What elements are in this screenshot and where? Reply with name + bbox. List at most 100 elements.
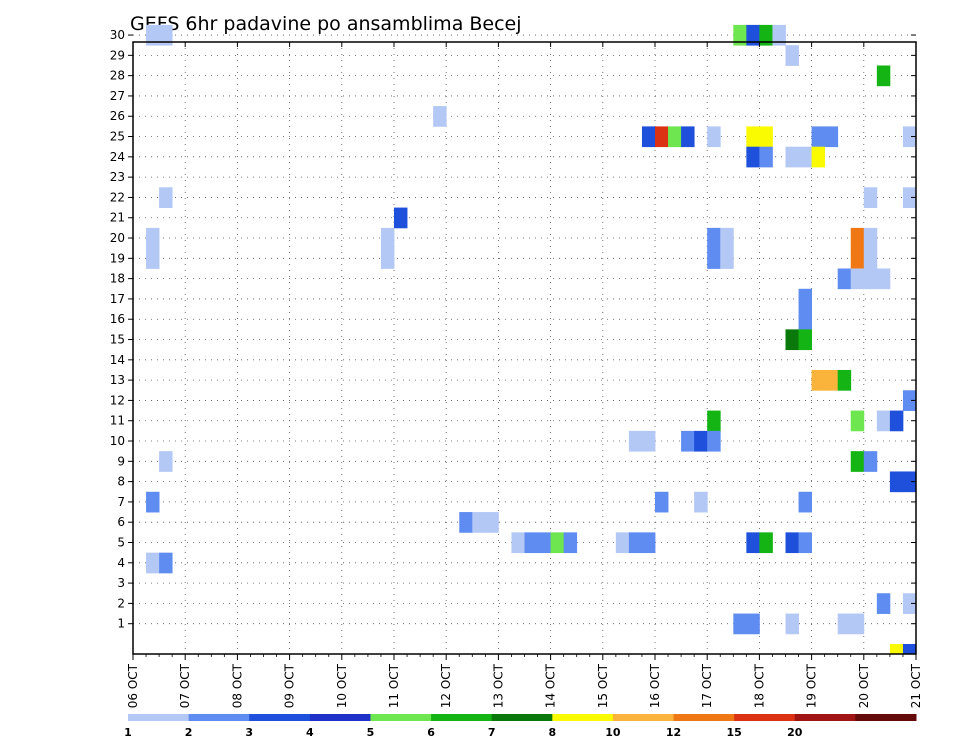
heatmap-cell [485, 512, 499, 533]
heatmap-cell [876, 593, 891, 614]
colorbar: 1 2 3 4 5 6 7 8 10 12 15 20 [124, 714, 917, 739]
heatmap-cell [655, 491, 669, 513]
heatmap-cell [524, 532, 538, 554]
heatmap-cell [785, 45, 799, 66]
y-tick-label: 30 [110, 28, 125, 42]
heatmap-cell [759, 126, 773, 148]
heatmap-cell [707, 248, 721, 269]
heatmap-cell [472, 512, 486, 533]
y-tick-label: 22 [110, 190, 125, 204]
y-tick-label: 9 [117, 454, 125, 468]
x-tick-label: 06 OCT [126, 663, 140, 708]
heatmap-cell [785, 146, 799, 168]
heatmap-cell [785, 613, 799, 635]
heatmap-cell [146, 491, 160, 513]
heatmap-cell [824, 369, 839, 391]
heatmap-cell [720, 227, 734, 249]
heatmap-cell [798, 532, 812, 554]
y-tick-label: 3 [117, 576, 125, 590]
heatmap-cell [707, 227, 721, 249]
heatmap-cell [159, 552, 173, 574]
y-tick-label: 29 [110, 48, 125, 62]
x-tick-label: 16 OCT [648, 663, 662, 708]
x-tick-label: 18 OCT [752, 663, 766, 708]
y-tick-label: 18 [110, 272, 125, 286]
colorbar-swatch [855, 714, 917, 721]
x-tick-label: 21 OCT [909, 663, 923, 708]
heatmap-cell [394, 207, 408, 229]
heatmap-cell [655, 126, 669, 148]
colorbar-label: 1 [124, 726, 132, 739]
heatmap-cell [511, 532, 525, 554]
heatmap-cell [641, 532, 656, 554]
x-tick-label: 12 OCT [439, 663, 453, 708]
x-tick-label: 08 OCT [230, 663, 244, 708]
heatmap-cell [902, 126, 917, 148]
y-tick-label: 14 [110, 353, 125, 367]
cells-layer [146, 24, 917, 655]
heatmap-cell [668, 126, 682, 148]
heatmap-cell [720, 248, 734, 269]
heatmap-cell [615, 532, 630, 554]
y-tick-label: 16 [110, 312, 125, 326]
heatmap-cell [707, 430, 721, 452]
heatmap-cell [746, 24, 760, 46]
heatmap-cell [563, 532, 578, 554]
heatmap-cell [146, 248, 160, 269]
y-tick-label: 10 [110, 434, 125, 448]
heatmap-cell [641, 126, 656, 148]
heatmap-cell [811, 146, 826, 168]
heatmap-cell [746, 146, 760, 168]
colorbar-label: 7 [488, 726, 496, 739]
heatmap-cell [759, 146, 773, 168]
heatmap-cell [681, 126, 695, 148]
heatmap-cell [628, 430, 643, 452]
heatmap-cell [746, 126, 760, 148]
colorbar-label: 10 [605, 726, 621, 739]
x-tick-label: 17 OCT [700, 663, 714, 708]
colorbar-swatch [734, 714, 796, 721]
y-tick-label: 19 [110, 251, 125, 265]
heatmap-cell [863, 268, 878, 290]
heatmap-cell [850, 248, 865, 269]
chart-title: GEFS 6hr padavine po ansamblima Becej [130, 13, 522, 35]
y-tick-label: 4 [117, 556, 125, 570]
x-tick-label: 07 OCT [178, 663, 192, 708]
heatmap-cell [146, 552, 160, 574]
heatmap-cell [863, 227, 878, 249]
x-tick-label: 14 OCT [544, 663, 558, 708]
x-tick-label: 11 OCT [387, 663, 401, 708]
heatmap-cell [811, 126, 826, 148]
heatmap-cell [889, 471, 904, 493]
heatmap-cell [159, 187, 173, 208]
x-tick-label: 19 OCT [805, 663, 819, 708]
colorbar-label: 5 [367, 726, 375, 739]
heatmap-cell [902, 593, 917, 614]
heatmap-cell [850, 410, 865, 432]
heatmap-cell [550, 532, 565, 554]
heatmap-cell [876, 268, 891, 290]
x-axis: 06 OCT 07 OCT 08 OCT 09 OCT 10 OCT 11 OCT 12 O… [126, 42, 923, 708]
y-tick-label: 20 [110, 231, 125, 245]
colorbar-swatch [128, 714, 190, 721]
colorbar-swatch [188, 714, 250, 721]
heatmap-cell [746, 613, 760, 635]
heatmap-cell [798, 309, 812, 330]
heatmap-cell [380, 248, 395, 269]
heatmap-cell [902, 390, 917, 411]
heatmap-cell [759, 24, 773, 46]
heatmap-cell [733, 24, 747, 46]
heatmap-cell [146, 24, 160, 46]
heatmap-cell [902, 471, 917, 493]
colorbar-label: 3 [245, 726, 253, 739]
x-tick-label: 13 OCT [491, 663, 505, 708]
y-tick-label: 21 [110, 211, 125, 225]
heatmap-cell [837, 369, 852, 391]
heatmap-cell [733, 613, 747, 635]
y-tick-label: 25 [110, 130, 125, 144]
heatmap-cell [876, 65, 891, 87]
heatmap-cell [798, 329, 812, 351]
heatmap-cell [681, 430, 695, 452]
heatmap-cell [798, 146, 812, 168]
